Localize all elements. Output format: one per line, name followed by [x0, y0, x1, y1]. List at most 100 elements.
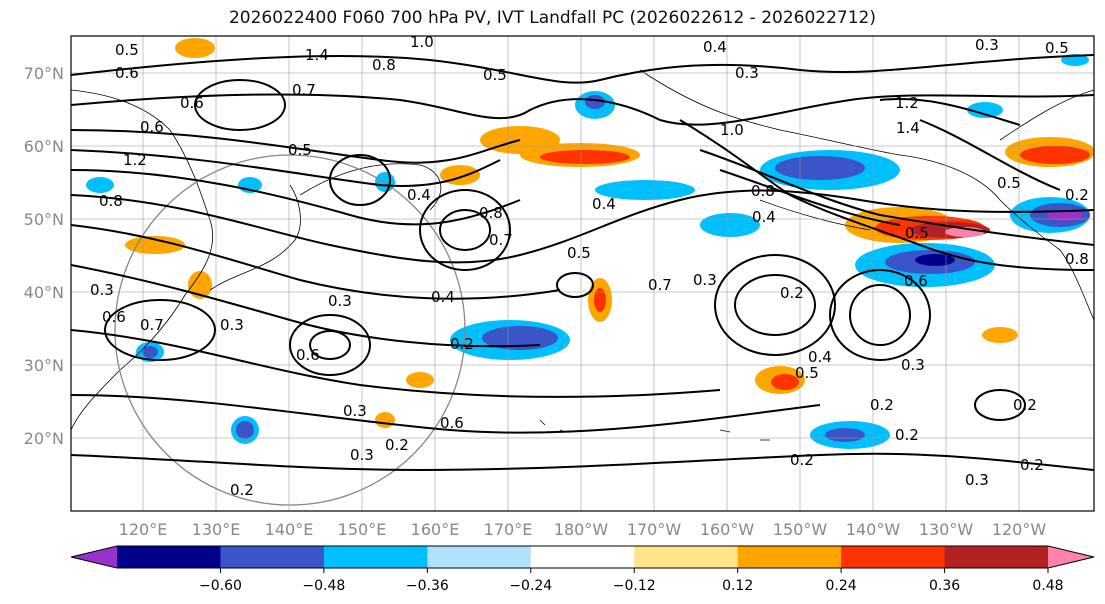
colorbar-tick-label: 0.48	[1032, 578, 1063, 594]
contour-label: 0.6	[140, 118, 164, 136]
contour-labels: 0.5 0.6 1.4 0.8 1.0 0.4 0.3 0.5 0.6 0.7 …	[90, 33, 1089, 499]
lon-label: 150°W	[773, 520, 828, 539]
lon-label: 140°W	[846, 520, 901, 539]
contour-label: 0.3	[350, 446, 374, 464]
contour-label: 0.5	[115, 41, 139, 59]
colorbar-segment	[323, 546, 428, 568]
colorbar-segment	[737, 546, 842, 568]
colorbar-segment	[530, 546, 635, 568]
lon-label: 160°W	[700, 520, 755, 539]
gridlines	[71, 36, 1094, 511]
contour-label: 0.3	[735, 64, 759, 82]
contour-label: 0.4	[752, 208, 776, 226]
contour-label: 0.5	[483, 66, 507, 84]
contour-label: 0.6	[180, 94, 204, 112]
colorbar-min-extend	[71, 546, 117, 568]
lon-label: 170°W	[627, 520, 682, 539]
contour-label: 0.4	[808, 348, 832, 366]
lon-label: 120°W	[992, 520, 1047, 539]
colorbar-tick-label: −0.24	[509, 578, 552, 594]
contour-label: 0.6	[102, 308, 126, 326]
lat-label: 60°N	[24, 137, 64, 156]
colorbar: −0.60 −0.48 −0.36 −0.24 −0.12 0.12 0.24 0.36 0.4…	[70, 545, 1095, 594]
map-title: 2026022400 F060 700 hPa PV, IVT Landfall…	[228, 8, 876, 28]
contour-label: 1.2	[123, 151, 147, 169]
colorbar-segment	[944, 546, 1049, 568]
contour-label: 0.2	[790, 451, 814, 469]
pv-contours	[71, 54, 1094, 472]
contour-label: 0.8	[1065, 250, 1089, 268]
contour-label: 0.7	[140, 316, 164, 334]
lon-label: 170°E	[484, 520, 533, 539]
contour-label: 0.5	[1045, 39, 1069, 57]
colorbar-tick-label: −0.60	[199, 578, 242, 594]
contour-label: 0.2	[870, 396, 894, 414]
contour-label: 1.0	[720, 121, 744, 139]
colorbar-tick-label: −0.48	[302, 578, 345, 594]
lat-label: 20°N	[24, 429, 64, 448]
contour-label: 0.6	[904, 272, 928, 290]
lon-label: 140°E	[265, 520, 314, 539]
lat-label: 50°N	[24, 210, 64, 229]
colorbar-tick-label: 0.24	[826, 578, 857, 594]
latitude-labels: 70°N 60°N 50°N 40°N 30°N 20°N	[24, 64, 64, 448]
colorbar-tick-label: −0.36	[406, 578, 449, 594]
colorbar-max-extend	[1048, 546, 1094, 568]
colorbar-tick-label: −0.12	[613, 578, 656, 594]
contour-label: 1.4	[305, 46, 329, 64]
contour-label: 0.2	[1013, 396, 1037, 414]
lon-label: 180°W	[554, 520, 609, 539]
colorbar-segment	[841, 546, 946, 568]
contour-label: 0.3	[901, 356, 925, 374]
contour-label: 0.3	[220, 316, 244, 334]
contour-label: 0.4	[431, 288, 455, 306]
range-ring	[114, 154, 466, 506]
lat-label: 70°N	[24, 64, 64, 83]
contour-label: 0.4	[592, 195, 616, 213]
contour-label: 0.2	[450, 335, 474, 353]
contour-label: 0.8	[372, 56, 396, 74]
contour-label: 0.8	[99, 192, 123, 210]
contour-label: 0.3	[328, 292, 352, 310]
contour-label: 0.5	[288, 141, 312, 159]
contour-label: 0.2	[780, 284, 804, 302]
lon-label: 120°E	[119, 520, 168, 539]
contour-label: 0.5	[997, 174, 1021, 192]
contour-label: 0.6	[115, 64, 139, 82]
contour-label: 1.4	[896, 119, 920, 137]
lon-label: 150°E	[338, 520, 387, 539]
contour-label: 0.7	[489, 231, 513, 249]
contour-label: 0.3	[343, 402, 367, 420]
colorbar-tick-label: 0.12	[722, 578, 753, 594]
contour-label: 0.7	[292, 81, 316, 99]
contour-label: 0.5	[567, 244, 591, 262]
contour-label: 0.5	[795, 364, 819, 382]
contour-label: 0.3	[90, 281, 114, 299]
contour-label: 0.8	[751, 182, 775, 200]
contour-label: 0.3	[693, 271, 717, 289]
colorbar-segment	[220, 546, 325, 568]
contour-label: 1.2	[895, 94, 919, 112]
colorbar-segment	[117, 546, 221, 568]
contour-label: 0.4	[703, 38, 727, 56]
contour-label: 0.6	[440, 414, 464, 432]
contour-label: 0.8	[479, 204, 503, 222]
contour-label: 0.2	[895, 426, 919, 444]
lon-label: 130°E	[192, 520, 241, 539]
ivt-shading	[86, 38, 1094, 449]
lat-label: 40°N	[24, 283, 64, 302]
contour-label: 0.7	[648, 276, 672, 294]
contour-label: 0.3	[965, 471, 989, 489]
contour-label: 0.2	[1065, 186, 1089, 204]
contour-label: 0.2	[385, 436, 409, 454]
contour-label: 0.3	[975, 36, 999, 54]
contour-label: 1.0	[410, 33, 434, 51]
colorbar-segment	[634, 546, 739, 568]
contour-label: 0.2	[1020, 456, 1044, 474]
lon-label: 160°E	[411, 520, 460, 539]
lat-label: 30°N	[24, 356, 64, 375]
contour-label: 0.4	[407, 186, 431, 204]
colorbar-segment	[427, 546, 532, 568]
lon-label: 130°W	[919, 520, 974, 539]
